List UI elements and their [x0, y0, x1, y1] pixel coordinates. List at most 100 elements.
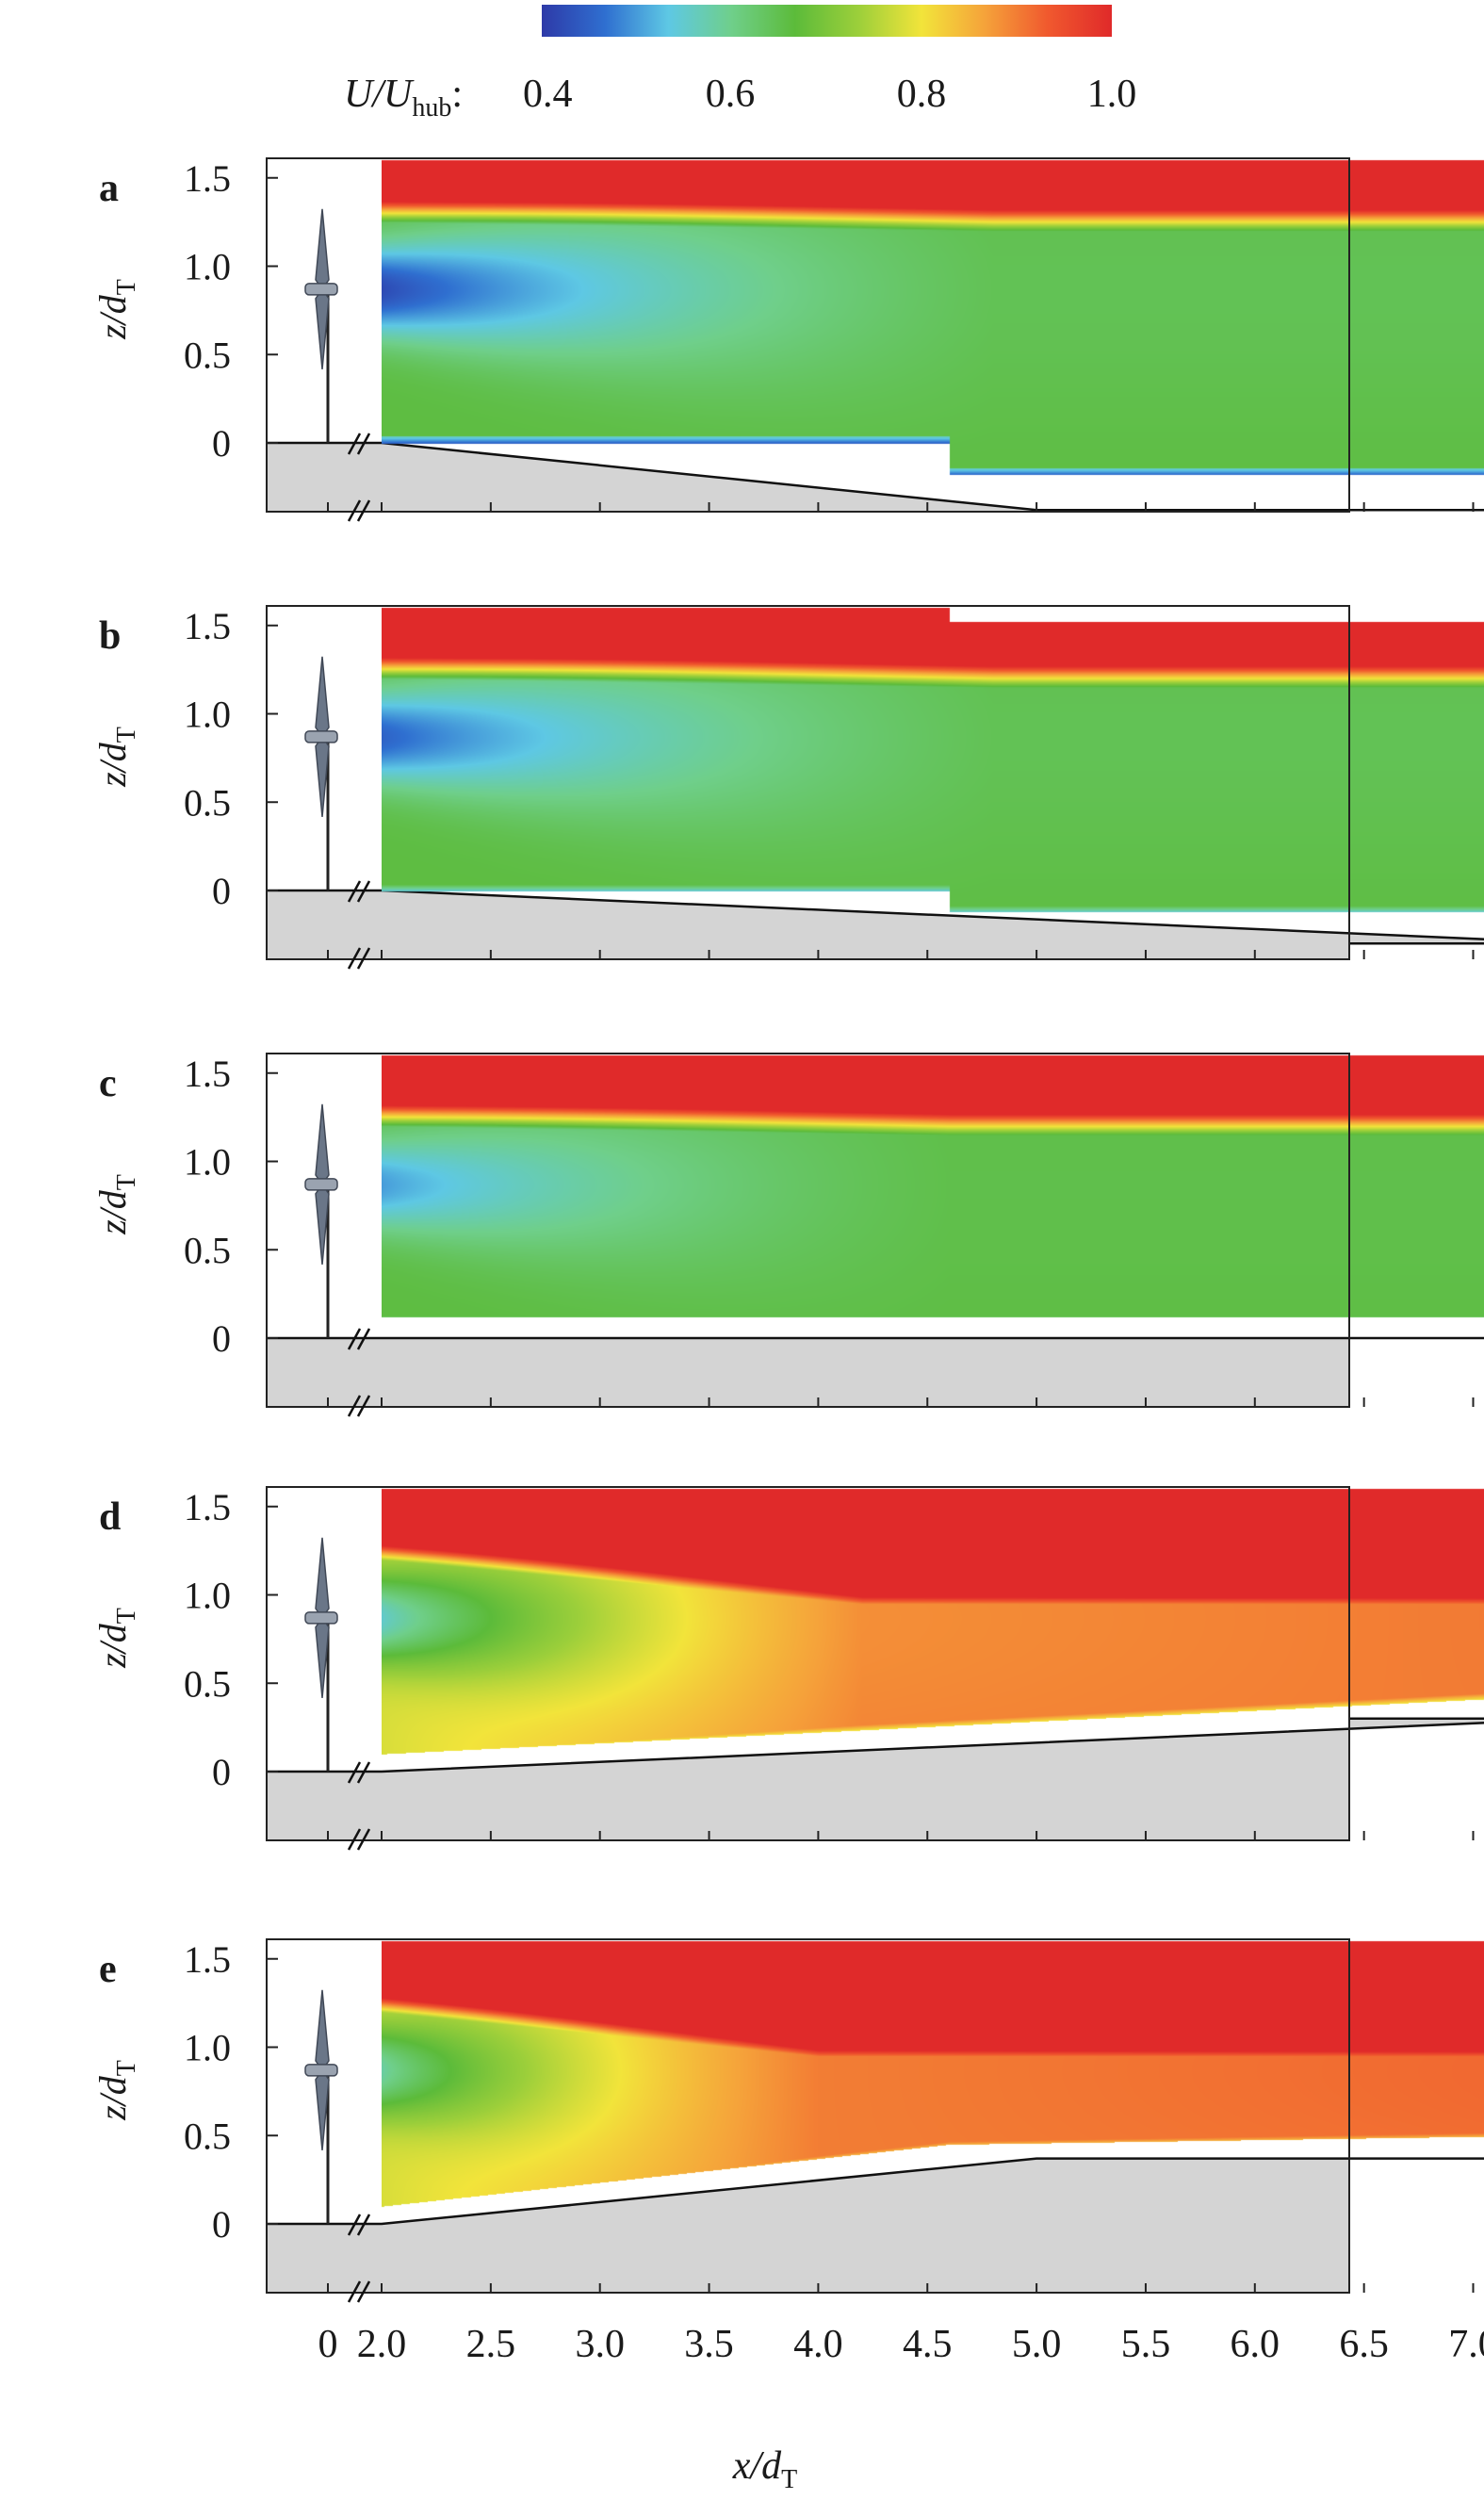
y-tick-label: 0.5	[184, 334, 231, 376]
axis-break-mark	[347, 1328, 371, 1350]
colorbar-tick-label: 0.8	[897, 73, 947, 116]
x-axis-label: x/dT	[732, 2444, 797, 2494]
axis-break-mark	[347, 433, 371, 455]
y-axis-label-sub: T	[112, 1174, 141, 1190]
turbine-blade-icon	[315, 208, 330, 291]
axis-break-mark	[347, 2214, 371, 2236]
x-tick-label: 4.5	[903, 2323, 953, 2366]
y-tick-label: 0	[212, 1751, 231, 1793]
velocity-field	[382, 1939, 1484, 2293]
colorbar-label-main: U/U	[344, 73, 415, 116]
turbine-nacelle-icon	[304, 1611, 338, 1625]
y-tick-label: 0	[212, 422, 231, 465]
velocity-field-canvas	[382, 1487, 1484, 1840]
x-tick-label: 5.5	[1121, 2323, 1171, 2366]
y-tick-label: 1.0	[184, 2027, 231, 2069]
velocity-field-canvas	[382, 158, 1484, 512]
velocity-field-canvas	[382, 1939, 1484, 2293]
velocity-field-canvas	[382, 1054, 1484, 1407]
y-axis-label-sub: T	[112, 727, 141, 743]
turbine-nacelle-icon	[304, 283, 338, 296]
y-axis-label-main: z/d	[91, 294, 134, 340]
colorbar-tick-label: 0.6	[706, 73, 756, 116]
y-axis-label-main: z/d	[91, 1189, 134, 1235]
turbine-nacelle-icon	[304, 1178, 338, 1191]
axis-break-mark	[347, 1395, 371, 1417]
y-axis-label: z/dT	[91, 1608, 141, 1669]
y-tick-label: 1.5	[184, 157, 231, 200]
y-axis-label-main: z/d	[91, 2075, 134, 2121]
y-axis-label-sub: T	[112, 279, 141, 295]
y-tick-label: 1.0	[184, 694, 231, 736]
colorbar-tick-label: 1.0	[1087, 73, 1137, 116]
y-tick-label: 1.0	[184, 1575, 231, 1617]
panel-b: 00.51.01.5z/dTb	[91, 605, 1484, 970]
velocity-field	[382, 158, 1484, 512]
y-tick-label: 0.5	[184, 1662, 231, 1705]
axis-break-mark	[347, 499, 371, 522]
axis-break-mark	[347, 947, 371, 970]
y-axis-label-sub: T	[112, 2060, 141, 2076]
velocity-field	[382, 606, 1484, 959]
panel-frame	[266, 605, 1350, 960]
panel-a: 00.51.01.5z/dTa	[91, 157, 1484, 522]
x-tick-label: 2.0	[357, 2323, 407, 2366]
panel-frame	[266, 1486, 1350, 1841]
axis-break-mark	[347, 1761, 371, 1784]
y-axis-label: z/dT	[91, 2060, 141, 2121]
y-axis-label-main: z/d	[91, 742, 134, 788]
colorbar-tick-label: 0.4	[523, 73, 573, 116]
y-tick-label: 0.5	[184, 781, 231, 824]
panel-d: 00.51.01.5z/dTd	[91, 1486, 1484, 1851]
panel-label: b	[99, 614, 121, 658]
y-tick-label: 1.0	[184, 1141, 231, 1184]
colorbar-label-colon: :	[451, 73, 463, 116]
colorbar: U/Uhub: 0.4 0.6 0.8 1.0	[344, 5, 1136, 123]
axis-break-mark	[347, 1828, 371, 1851]
y-tick-label: 1.5	[184, 1053, 231, 1095]
panel-frame	[266, 1053, 1350, 1408]
velocity-field	[382, 1487, 1484, 1840]
y-tick-label: 0.5	[184, 2115, 231, 2157]
panel-label: c	[99, 1062, 117, 1105]
turbine-nacelle-icon	[304, 730, 338, 743]
panel-frame	[266, 1938, 1350, 2294]
y-tick-label: 0	[212, 870, 231, 912]
panel-label: a	[99, 167, 119, 210]
panel-label: e	[99, 1948, 117, 1991]
x-axis: 02.02.53.03.54.04.55.05.56.06.57.07.5	[318, 2323, 1484, 2366]
x-tick-label: 0	[318, 2323, 338, 2366]
x-tick-label: 3.0	[575, 2323, 625, 2366]
x-tick-label: 5.0	[1012, 2323, 1062, 2366]
x-axis-label-sub: T	[781, 2465, 797, 2494]
colorbar-ticks: 0.4 0.6 0.8 1.0	[523, 73, 1136, 116]
x-tick-label: 6.5	[1339, 2323, 1389, 2366]
panel-c: 00.51.01.5z/dTc	[91, 1053, 1484, 1417]
y-tick-label: 0.5	[184, 1229, 231, 1271]
panel-frame	[266, 157, 1350, 513]
x-axis-label-main: x/d	[732, 2444, 782, 2488]
turbine-blade-icon	[315, 1989, 330, 2072]
turbine-blade-icon	[315, 656, 330, 739]
velocity-field	[382, 1054, 1484, 1407]
x-tick-label: 6.0	[1231, 2323, 1280, 2366]
y-tick-label: 0	[212, 1317, 231, 1360]
y-axis-label: z/dT	[91, 727, 141, 788]
panels: 00.51.01.5z/dTa00.51.01.5z/dTb00.51.01.5…	[91, 157, 1484, 2303]
y-tick-label: 1.5	[184, 1486, 231, 1528]
turbine-blade-icon	[315, 1537, 330, 1620]
x-tick-label: 3.5	[684, 2323, 734, 2366]
turbine-nacelle-icon	[304, 2064, 338, 2077]
axis-break-mark	[347, 880, 371, 903]
panel-e: 00.51.01.5z/dTe	[91, 1938, 1484, 2303]
y-axis-label: z/dT	[91, 1174, 141, 1235]
y-axis-label-main: z/d	[91, 1623, 134, 1669]
y-axis-label-sub: T	[112, 1608, 141, 1624]
turbine-blade-icon	[315, 1103, 330, 1186]
colorbar-bar	[542, 5, 1112, 37]
y-axis-label: z/dT	[91, 279, 141, 340]
x-tick-label: 7.0	[1448, 2323, 1484, 2366]
panel-label: d	[99, 1495, 121, 1539]
axis-break-mark	[347, 2280, 371, 2303]
